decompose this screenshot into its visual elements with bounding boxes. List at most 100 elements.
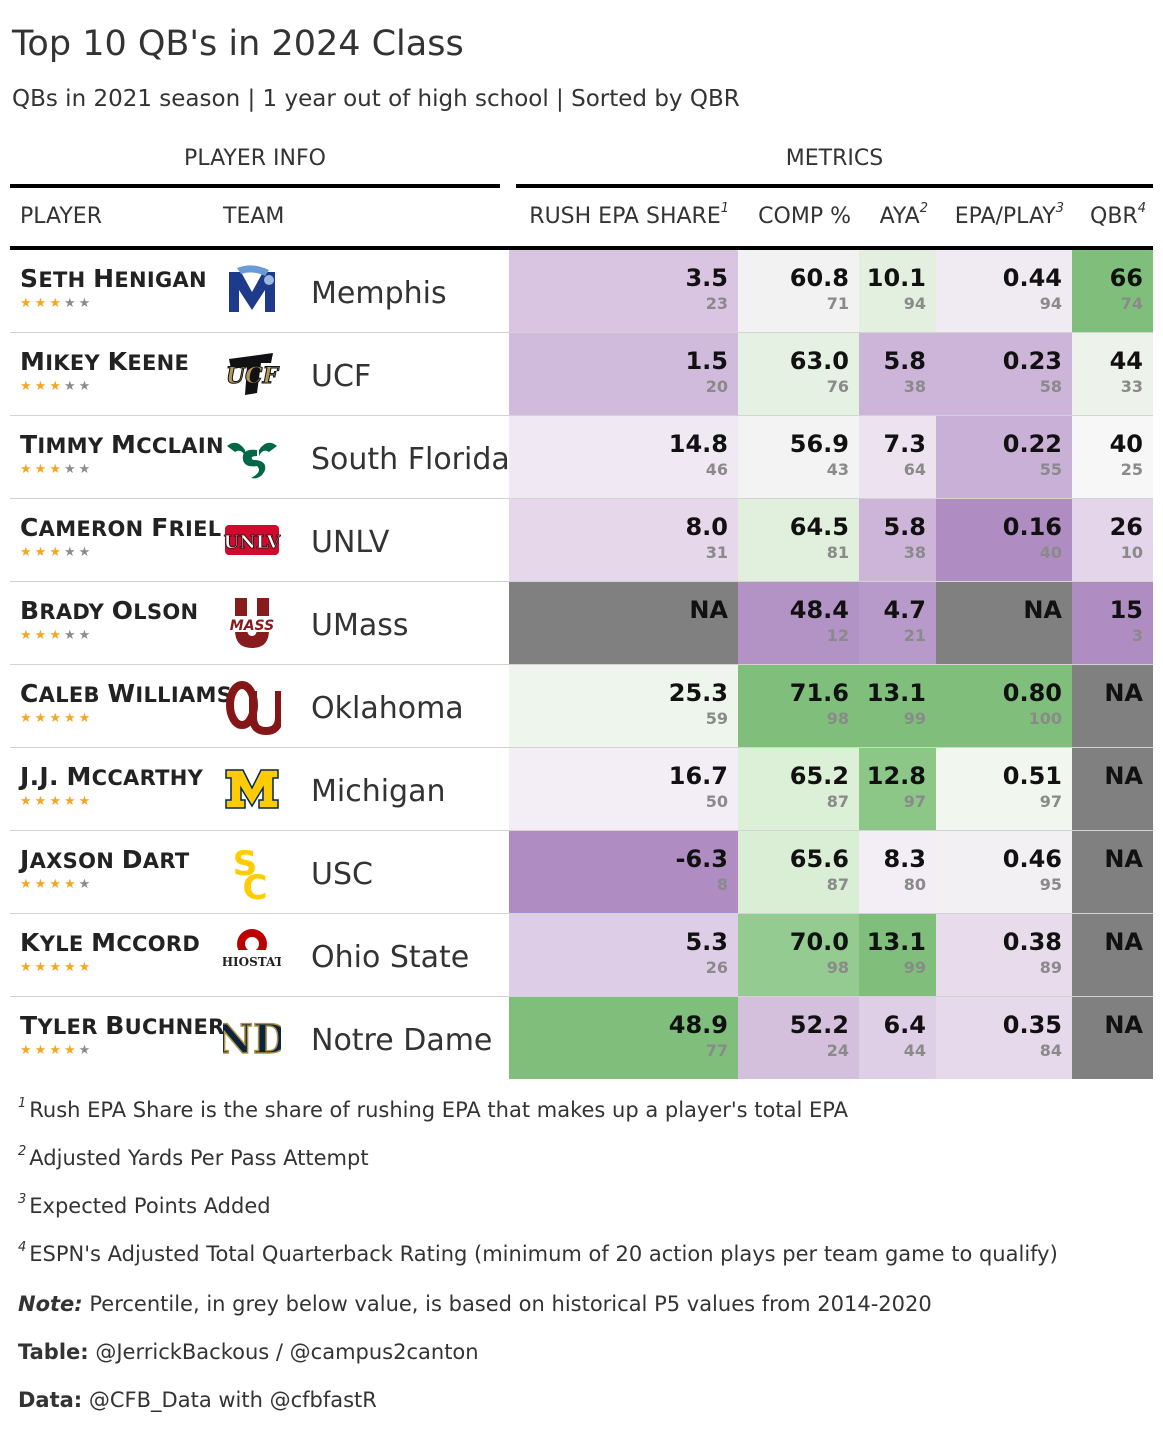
- star-filled-icon: ★: [20, 296, 35, 311]
- oklahoma-ou-logo-icon: [223, 677, 283, 736]
- cell-percentile: 71: [826, 294, 849, 313]
- team-name: UNLV: [311, 525, 390, 560]
- svg-text:UNLV: UNLV: [224, 532, 281, 553]
- svg-text:ND: ND: [223, 1016, 281, 1063]
- cell-value: 0.38: [1002, 928, 1062, 956]
- cell-value: 0.46: [1002, 845, 1062, 873]
- cell-percentile: 24: [826, 1041, 849, 1060]
- cell-epa-play: 0.22 55: [936, 416, 1072, 498]
- star-rating: ★★★★★: [20, 960, 93, 975]
- cell-value: 6.4: [883, 1011, 926, 1039]
- cell-percentile: 43: [826, 460, 849, 479]
- team-name: USC: [311, 857, 373, 892]
- cell-percentile: 38: [903, 543, 926, 562]
- star-filled-icon: ★: [78, 711, 94, 726]
- cell-epa-play: 0.46 95: [936, 831, 1072, 913]
- cell-percentile: 44: [903, 1041, 926, 1060]
- star-filled-icon: ★: [49, 628, 64, 643]
- star-filled-icon: ★: [63, 877, 79, 892]
- unlv-logo-icon: UNLV: [223, 511, 282, 569]
- player-name: JAXSON DART: [20, 845, 190, 874]
- star-rating: ★★★★★: [20, 628, 93, 643]
- note-line: Note: Percentile, in grey below value, i…: [18, 1292, 932, 1316]
- cell-percentile: 98: [826, 958, 849, 977]
- player-name: TYLER BUCHNER: [20, 1011, 225, 1040]
- cell-value: 3.5: [685, 264, 728, 292]
- star-filled-icon: ★: [49, 462, 64, 477]
- table-row: TIMMY MCCLAIN ★★★★★ South Florida 14.8 46 56.…: [10, 416, 1153, 499]
- cell-value: 65.6: [789, 845, 849, 873]
- cell-percentile: 3: [1131, 626, 1143, 645]
- cell-percentile: 99: [903, 709, 926, 728]
- cell-value: 13.1: [866, 679, 926, 707]
- table-credit-label: Table:: [18, 1340, 89, 1364]
- cell-percentile: 31: [705, 543, 728, 562]
- star-filled-icon: ★: [63, 960, 79, 975]
- footnote-4: 4 ESPN's Adjusted Total Quarterback Ratin…: [18, 1240, 1058, 1266]
- cell-percentile: 97: [903, 792, 926, 811]
- star-filled-icon: ★: [63, 1043, 79, 1058]
- cell-value: 0.35: [1002, 1011, 1062, 1039]
- header-rule: [10, 246, 1153, 250]
- cell-value: NA: [1104, 762, 1143, 790]
- colhead-epa-play: EPA/PLAY3: [936, 201, 1064, 229]
- cell-value: 0.44: [1002, 264, 1062, 292]
- cell-epa-play: 0.38 89: [936, 914, 1072, 996]
- cell-qbr: NA: [1072, 748, 1153, 830]
- colhead-epa-play-footnote: 3: [1055, 201, 1064, 216]
- cell-aya: 6.4 44: [859, 997, 936, 1079]
- cell-value: 0.80: [1002, 679, 1062, 707]
- cell-rush-epa-share: 3.5 23: [509, 250, 738, 332]
- cell-aya: 5.8 38: [859, 333, 936, 415]
- star-filled-icon: ★: [49, 379, 64, 394]
- note-text: Percentile, in grey below value, is base…: [82, 1292, 932, 1316]
- cell-value: 66: [1109, 264, 1143, 292]
- cell-qbr: NA: [1072, 831, 1153, 913]
- cell-percentile: 84: [1039, 1041, 1062, 1060]
- spanner-metrics: METRICS: [785, 146, 884, 171]
- star-filled-icon: ★: [49, 1043, 64, 1058]
- table-row: TYLER BUCHNER ★★★★★ ND Notre Dame 48.9 77 52.2…: [10, 997, 1153, 1080]
- colhead-aya-label: AYA: [879, 204, 920, 229]
- cell-percentile: 80: [903, 875, 926, 894]
- colhead-comp-pct: COMP %: [758, 204, 851, 229]
- cell-value: 4.7: [883, 596, 926, 624]
- star-filled-icon: ★: [78, 960, 94, 975]
- cell-percentile: 98: [826, 709, 849, 728]
- team-name: Ohio State: [311, 940, 470, 975]
- star-filled-icon: ★: [20, 628, 35, 643]
- player-name: BRADY OLSON: [20, 596, 199, 625]
- star-empty-icon: ★: [63, 628, 79, 643]
- michigan-block-m-logo-icon: [223, 760, 281, 818]
- cell-value: 71.6: [789, 679, 849, 707]
- table-row: SETH HENIGAN ★★★★★ Memphis 3.5 23 60.8 71 10.1 9…: [10, 250, 1153, 333]
- spanner-player-info: PLAYER INFO: [184, 146, 326, 171]
- star-filled-icon: ★: [20, 711, 35, 726]
- data-credit-line: Data: @CFB_Data with @cfbfastR: [18, 1388, 377, 1412]
- colhead-aya-footnote: 2: [919, 201, 928, 216]
- footnote-mark: 3: [18, 1192, 27, 1207]
- star-rating: ★★★★★: [20, 794, 93, 809]
- team-name: Memphis: [311, 276, 447, 311]
- cell-percentile: 76: [826, 377, 849, 396]
- cell-value: 12.8: [866, 762, 926, 790]
- star-filled-icon: ★: [49, 296, 64, 311]
- cell-percentile: 23: [705, 294, 728, 313]
- cell-rush-epa-share: 14.8 46: [509, 416, 738, 498]
- footnote-text: Rush EPA Share is the share of rushing E…: [29, 1098, 848, 1122]
- star-rating: ★★★★★: [20, 296, 93, 311]
- star-filled-icon: ★: [63, 711, 79, 726]
- cell-value: 1.5: [685, 347, 728, 375]
- cell-aya: 13.1 99: [859, 914, 936, 996]
- cell-percentile: 87: [826, 875, 849, 894]
- cell-value: NA: [1104, 845, 1143, 873]
- star-filled-icon: ★: [20, 960, 35, 975]
- star-filled-icon: ★: [34, 296, 50, 311]
- cell-percentile: 95: [1039, 875, 1062, 894]
- cell-qbr: 66 74: [1072, 250, 1153, 332]
- cell-value: 60.8: [789, 264, 849, 292]
- cell-epa-play: 0.80 100: [936, 665, 1072, 747]
- cell-value: NA: [1104, 928, 1143, 956]
- star-filled-icon: ★: [78, 794, 94, 809]
- cell-percentile: 87: [826, 792, 849, 811]
